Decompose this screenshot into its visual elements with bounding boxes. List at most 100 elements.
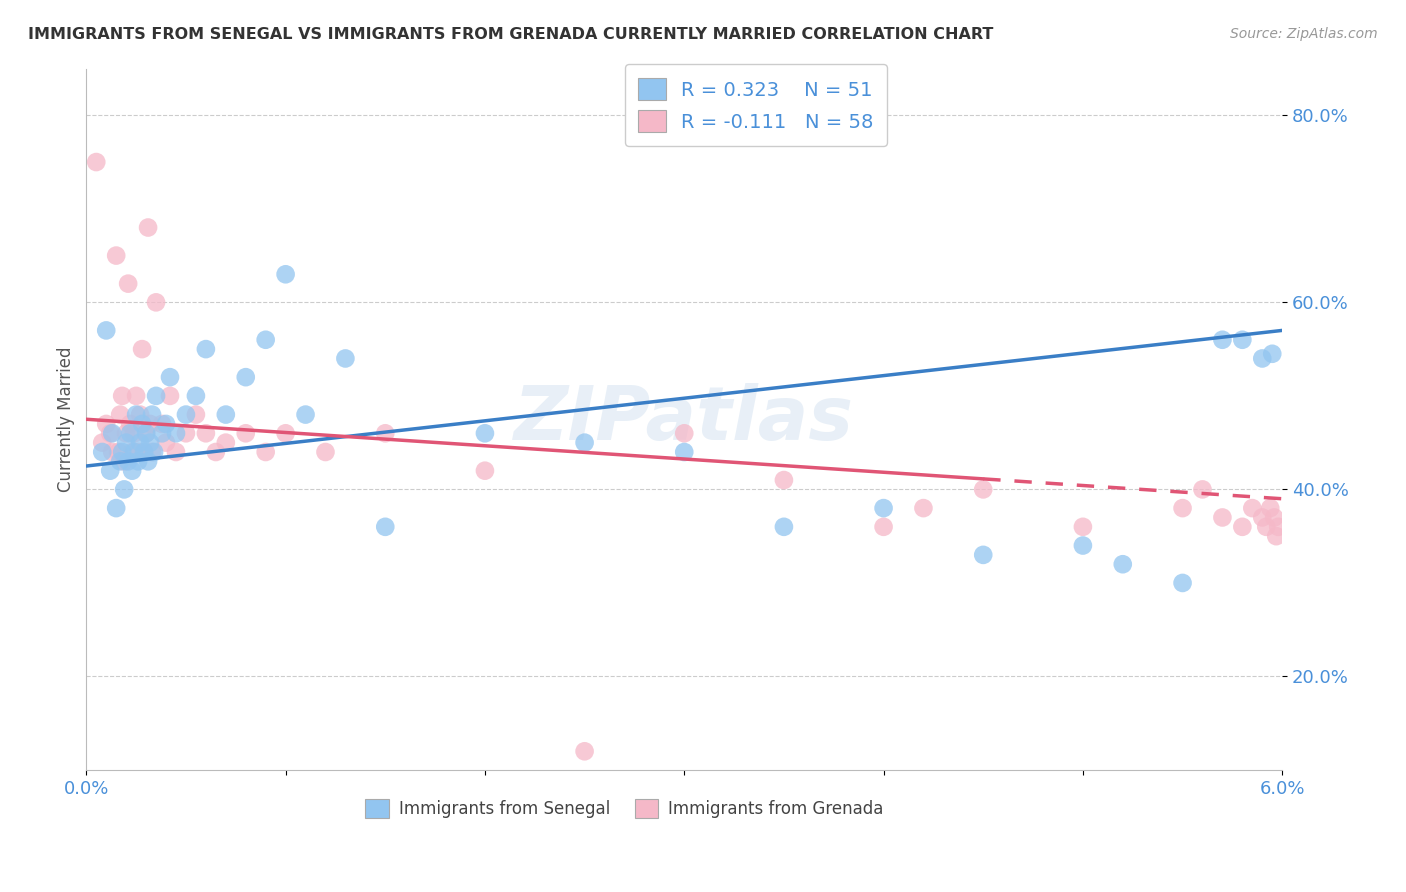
Point <box>972 548 994 562</box>
Point <box>474 464 496 478</box>
Point <box>121 445 143 459</box>
Point <box>1265 529 1288 543</box>
Point <box>132 445 155 459</box>
Point <box>314 445 336 459</box>
Point <box>184 408 207 422</box>
Point <box>1211 333 1233 347</box>
Point <box>254 333 277 347</box>
Point <box>117 454 139 468</box>
Point <box>1232 520 1254 534</box>
Point <box>205 445 228 459</box>
Point <box>98 464 121 478</box>
Point <box>673 445 696 459</box>
Point <box>105 501 128 516</box>
Point <box>574 744 596 758</box>
Point <box>215 408 238 422</box>
Point <box>122 445 145 459</box>
Point <box>101 426 124 441</box>
Point <box>274 267 297 281</box>
Point <box>127 445 149 459</box>
Point <box>155 417 177 431</box>
Text: ZIPatlas: ZIPatlas <box>515 383 855 456</box>
Text: IMMIGRANTS FROM SENEGAL VS IMMIGRANTS FROM GRENADA CURRENTLY MARRIED CORRELATION: IMMIGRANTS FROM SENEGAL VS IMMIGRANTS FR… <box>28 27 994 42</box>
Point <box>139 417 162 431</box>
Point <box>111 389 134 403</box>
Point <box>136 454 159 468</box>
Point <box>335 351 357 366</box>
Point <box>215 435 238 450</box>
Point <box>1256 520 1278 534</box>
Point <box>1071 520 1094 534</box>
Point <box>129 408 152 422</box>
Point <box>117 277 139 291</box>
Point <box>1211 510 1233 524</box>
Point <box>101 445 124 459</box>
Point <box>194 426 217 441</box>
Point <box>108 454 131 468</box>
Point <box>1251 510 1274 524</box>
Point <box>1267 520 1289 534</box>
Point <box>474 426 496 441</box>
Point <box>136 220 159 235</box>
Point <box>121 464 143 478</box>
Point <box>194 342 217 356</box>
Point <box>374 520 396 534</box>
Point <box>135 426 157 441</box>
Point <box>120 417 142 431</box>
Point <box>1171 501 1194 516</box>
Point <box>131 417 153 431</box>
Point <box>1258 501 1281 516</box>
Point <box>107 445 129 459</box>
Point <box>274 426 297 441</box>
Y-axis label: Currently Married: Currently Married <box>58 346 75 492</box>
Point <box>127 454 149 468</box>
Point <box>1191 483 1213 497</box>
Legend: Immigrants from Senegal, Immigrants from Grenada: Immigrants from Senegal, Immigrants from… <box>359 792 890 825</box>
Point <box>108 408 131 422</box>
Point <box>1251 351 1274 366</box>
Point <box>972 483 994 497</box>
Point <box>115 435 138 450</box>
Point <box>1112 558 1135 572</box>
Point <box>673 426 696 441</box>
Point <box>1261 347 1284 361</box>
Point <box>98 426 121 441</box>
Point <box>254 445 277 459</box>
Point <box>374 426 396 441</box>
Point <box>773 520 796 534</box>
Point <box>912 501 935 516</box>
Point <box>91 435 114 450</box>
Point <box>1071 539 1094 553</box>
Point <box>122 426 145 441</box>
Point <box>159 389 181 403</box>
Point <box>132 445 155 459</box>
Point <box>165 445 187 459</box>
Point <box>1241 501 1264 516</box>
Point <box>150 417 173 431</box>
Point <box>141 445 163 459</box>
Point <box>125 389 148 403</box>
Point <box>773 473 796 487</box>
Point <box>96 417 118 431</box>
Point <box>872 520 894 534</box>
Point <box>111 445 134 459</box>
Point <box>574 435 596 450</box>
Point <box>91 445 114 459</box>
Point <box>1263 510 1285 524</box>
Point <box>141 408 163 422</box>
Point <box>143 445 166 459</box>
Point <box>145 295 167 310</box>
Point <box>125 408 148 422</box>
Point <box>84 155 107 169</box>
Point <box>129 435 152 450</box>
Point <box>235 370 257 384</box>
Point <box>115 426 138 441</box>
Point <box>174 408 197 422</box>
Point <box>131 342 153 356</box>
Point <box>120 426 142 441</box>
Point <box>165 426 187 441</box>
Point <box>872 501 894 516</box>
Point <box>294 408 316 422</box>
Point <box>96 323 118 337</box>
Point <box>112 483 135 497</box>
